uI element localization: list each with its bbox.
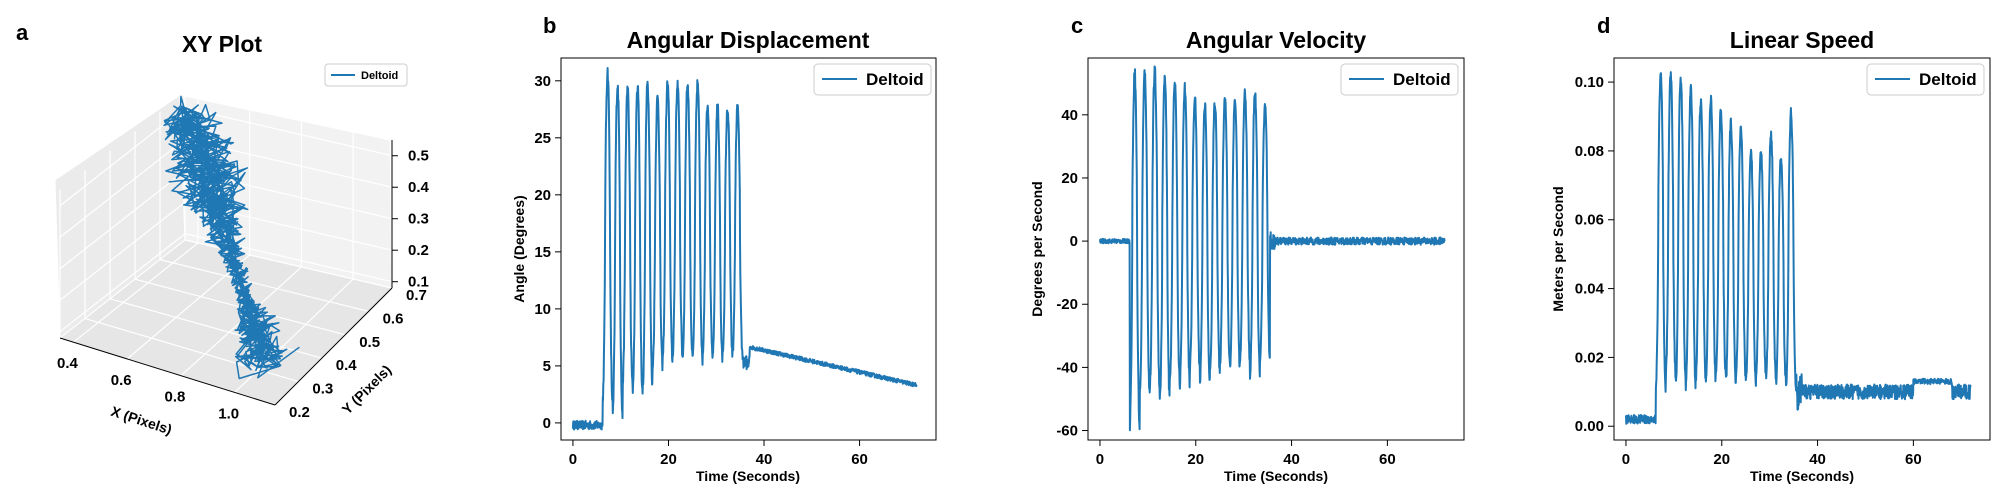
chart-title-c: Angular Velocity: [1186, 27, 1366, 53]
y-tick-label-3d: 0.5: [359, 334, 380, 351]
y-axis-label-c: Degrees per Second: [1029, 181, 1045, 316]
chart-title-d: Linear Speed: [1730, 27, 1874, 53]
z-tick-label-3d: 0.4: [408, 179, 430, 196]
plot-frame-c: [1087, 57, 1465, 441]
y-tick-label: 5: [543, 358, 551, 375]
y-tick-label-3d: 0.7: [406, 287, 427, 304]
x-tick-label: 60: [1379, 451, 1396, 468]
y-tick-label: -20: [1056, 296, 1078, 313]
legend-d: Deltoid: [1866, 63, 1985, 96]
grid-line-y: [184, 92, 393, 289]
y-tick-label: -40: [1056, 359, 1078, 376]
x-tick-label-3d: 0.4: [57, 355, 79, 372]
x-axis-line-3d: [59, 337, 276, 406]
y-tick-label: 25: [534, 130, 551, 147]
x-axis-label-a: X (Pixels): [109, 403, 174, 438]
panel-b-angular-displacement: b Angular Displacement 0 20 40 60 0 5 10 15 20 25…: [511, 13, 937, 484]
y-tick-label: 0.02: [1575, 349, 1604, 366]
series-line-deltoid-3d: [163, 95, 300, 380]
legend-box-c: [1340, 63, 1459, 96]
x-tick-label: 20: [1187, 451, 1204, 468]
grid-line-y: [84, 170, 299, 383]
series-line-deltoid-c: [1099, 65, 1446, 432]
panel-letter-a: a: [16, 20, 29, 45]
x-tick-label-3d: 0.8: [165, 389, 186, 406]
legend-a: Deltoid: [324, 63, 408, 87]
x-tick-label: 20: [660, 451, 677, 468]
z-tick-label-3d: 0.5: [408, 148, 429, 165]
y-tick-label-3d: 0.4: [336, 357, 358, 374]
x-tick-label-3d: 0.6: [111, 372, 132, 389]
panel-c-angular-velocity: c Angular Velocity 0 20 40 60 -60 -40 -20 0 20 40…: [1029, 13, 1465, 484]
chart-title-b: Angular Displacement: [627, 27, 870, 53]
y-tick-label-3d: 0.6: [383, 310, 404, 327]
y-tick-label: 20: [1061, 170, 1078, 187]
y-tick-label: 0: [543, 415, 551, 432]
z-tick-label-3d: 0.3: [408, 211, 429, 228]
x-tick-label: 40: [1809, 451, 1826, 468]
x-tick-label: 0: [569, 451, 577, 468]
z-tick-label-3d: 0.1: [408, 274, 429, 291]
y-tick-label: 0.00: [1575, 418, 1604, 435]
series-line-deltoid-d: [1625, 71, 1972, 425]
y-tick-label: -60: [1056, 423, 1078, 440]
legend-label-a: Deltoid: [361, 70, 398, 82]
y-tick-label: 0.10: [1575, 74, 1604, 91]
y-axis-line-3d: [274, 287, 393, 406]
z-tick-label-3d: 0.2: [408, 242, 429, 259]
panel-a-3d-xy-plot: a XY Plot 0.40.60.81.0 0.20.30.40.50.60.7…: [16, 20, 430, 438]
legend-label-d: Deltoid: [1919, 70, 1977, 89]
series-line-deltoid-b: [571, 67, 918, 431]
plot-frame-d: [1613, 57, 1991, 441]
x-tick-label: 40: [1283, 451, 1300, 468]
ticks-d: 0 20 40 60 0.00 0.02 0.04 0.06 0.08 0.10: [1575, 74, 1922, 468]
y-tick-label: 0.08: [1575, 143, 1604, 160]
grid-line-z: [59, 233, 393, 333]
y-tick-label: 0.04: [1575, 281, 1605, 298]
y-axis-label-b: Angle (Degrees): [511, 195, 527, 302]
y-axis-label-d: Meters per Second: [1550, 186, 1566, 311]
legend-c: Deltoid: [1340, 63, 1459, 96]
ticks-b: 0 20 40 60 0 5 10 15 20 25 30: [534, 73, 868, 468]
ticks-c: 0 20 40 60 -60 -40 -20 0 20 40: [1056, 107, 1395, 468]
y-tick-label: 15: [534, 244, 551, 261]
legend-b: Deltoid: [813, 63, 932, 96]
x-tick-label: 60: [851, 451, 868, 468]
panel-letter-c: c: [1071, 13, 1083, 38]
y-tick-label: 30: [534, 73, 551, 90]
legend-label-b: Deltoid: [866, 70, 924, 89]
ticks-3d: 0.40.60.81.0 0.20.30.40.50.60.70.10.20.30…: [57, 148, 430, 423]
y-tick-label-3d: 0.2: [289, 404, 310, 421]
grid-line-z: [59, 201, 393, 301]
x-tick-label-3d: 1.0: [218, 405, 239, 422]
legend-box-a: [324, 63, 408, 87]
legend-box-b: [813, 63, 932, 96]
y-tick-label: 0: [1070, 233, 1078, 250]
y-tick-label: 10: [534, 301, 551, 318]
plot-frame-b: [560, 57, 937, 441]
x-tick-label: 20: [1713, 451, 1730, 468]
x-tick-label: 0: [1622, 451, 1630, 468]
y-tick-label: 40: [1061, 107, 1078, 124]
grid-line-y: [159, 111, 369, 312]
x-tick-label: 40: [756, 451, 773, 468]
x-axis-label-d: Time (Seconds): [1750, 468, 1854, 484]
panel-letter-b: b: [543, 13, 556, 38]
y-tick-label: 20: [534, 187, 551, 204]
y-tick-label-3d: 0.3: [312, 381, 333, 398]
x-axis-label-b: Time (Seconds): [696, 468, 800, 484]
panel-d-linear-speed: d Linear Speed 0 20 40 60 0.00 0.02 0.04 0.06 0.…: [1550, 13, 1991, 484]
x-tick-label: 60: [1905, 451, 1922, 468]
x-axis-label-c: Time (Seconds): [1224, 468, 1328, 484]
y-tick-label: 0.06: [1575, 212, 1604, 229]
legend-box-d: [1866, 63, 1985, 96]
panel-letter-d: d: [1597, 13, 1610, 38]
x-tick-label: 0: [1096, 451, 1104, 468]
chart-title-a: XY Plot: [182, 31, 262, 57]
legend-label-c: Deltoid: [1393, 70, 1451, 89]
